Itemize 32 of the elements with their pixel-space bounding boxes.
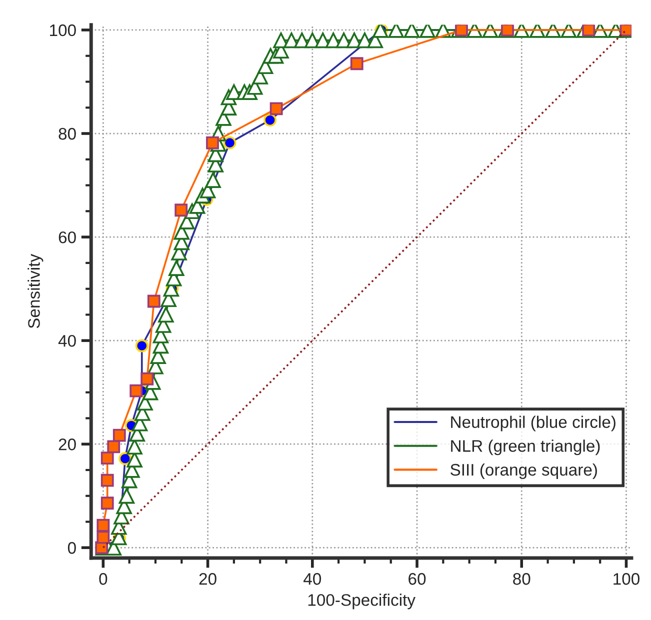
x-tick-label: 0: [99, 573, 108, 585]
point: [174, 204, 188, 217]
point: [206, 136, 219, 150]
point: [140, 372, 154, 386]
point: [100, 452, 114, 465]
legend-label: NLR (green triangle): [451, 440, 600, 456]
y-tick-label: 0: [68, 542, 76, 554]
y-tick-label: 100: [50, 24, 76, 36]
point: [582, 24, 596, 36]
point: [96, 518, 110, 532]
legend-label: Neutrophil (blue circle): [451, 416, 616, 432]
y-tick-label: 80: [58, 128, 76, 140]
point: [130, 384, 143, 398]
y-tick-label: 60: [58, 231, 76, 244]
x-axis-title: 100-Specificity: [308, 594, 416, 610]
point: [270, 102, 283, 116]
y-axis-title: Sensitivity: [28, 254, 44, 328]
point: [96, 530, 110, 544]
point: [350, 57, 364, 70]
legend-label: SIII (orange square): [450, 463, 597, 480]
x-tick-label: 80: [513, 573, 530, 585]
y-tick-label: 40: [58, 334, 76, 347]
point: [112, 428, 126, 442]
x-tick-label: 60: [408, 573, 426, 585]
x-tick-label: 100: [614, 573, 640, 585]
point: [107, 440, 120, 454]
x-tick-label: 40: [304, 573, 322, 585]
point: [100, 496, 114, 510]
y-tick-label: 20: [58, 438, 76, 450]
x-tick-label: 20: [199, 573, 216, 585]
point: [147, 294, 160, 308]
point: [100, 474, 114, 487]
